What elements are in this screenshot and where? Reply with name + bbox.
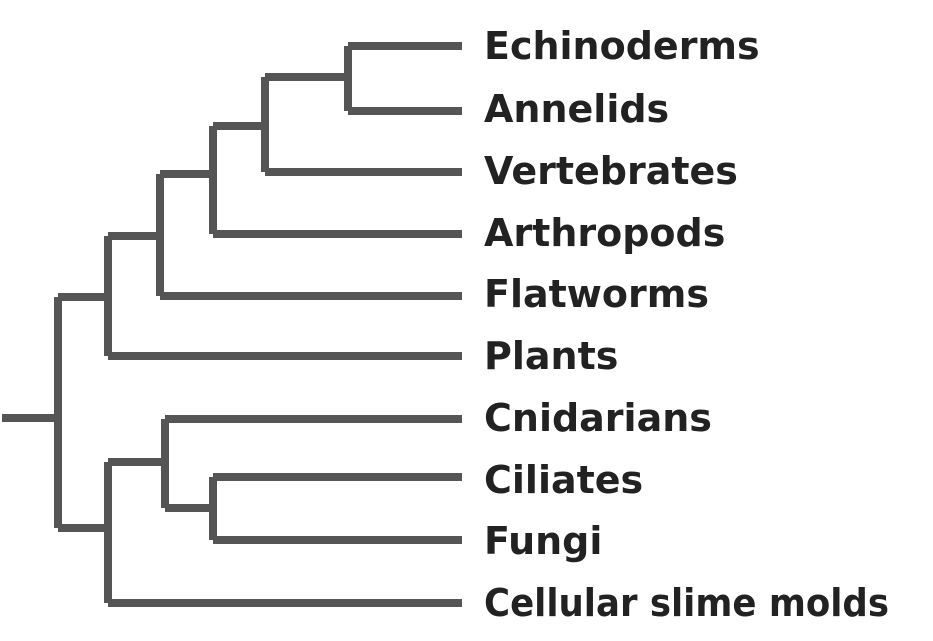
label-flatworms: Flatworms [484,272,709,316]
tree-branches [2,42,462,607]
label-fungi: Fungi [484,519,602,563]
label-cnidarians: Cnidarians [484,396,712,440]
label-arthropods: Arthropods [484,211,725,255]
taxon-labels: Echinoderms Annelids Vertebrates Arthrop… [484,24,889,625]
label-annelids: Annelids [484,87,669,131]
label-vertebrates: Vertebrates [484,149,738,193]
label-cellular-slime-molds: Cellular slime molds [484,581,889,625]
label-ciliates: Ciliates [484,458,643,502]
label-echinoderms: Echinoderms [484,24,760,68]
label-plants: Plants [484,334,618,378]
